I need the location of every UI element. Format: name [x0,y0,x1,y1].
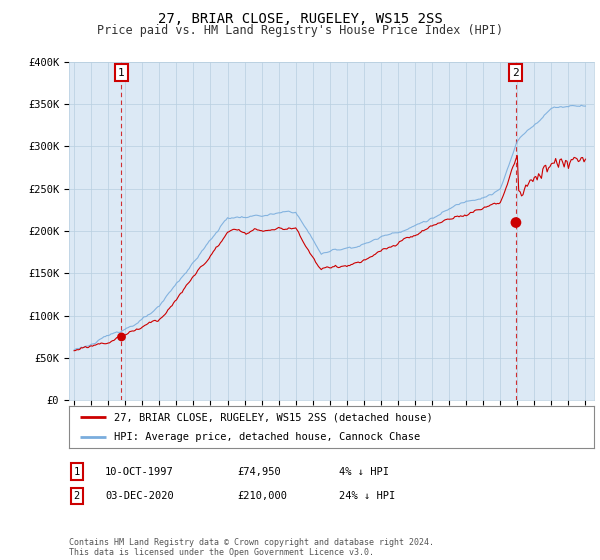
Text: £210,000: £210,000 [237,491,287,501]
Text: 4% ↓ HPI: 4% ↓ HPI [339,466,389,477]
Text: 1: 1 [118,68,125,78]
Text: 27, BRIAR CLOSE, RUGELEY, WS15 2SS (detached house): 27, BRIAR CLOSE, RUGELEY, WS15 2SS (deta… [113,412,433,422]
Text: 2: 2 [74,491,80,501]
Text: £74,950: £74,950 [237,466,281,477]
Point [116,333,126,342]
Text: 1: 1 [74,466,80,477]
Text: Contains HM Land Registry data © Crown copyright and database right 2024.
This d: Contains HM Land Registry data © Crown c… [69,538,434,557]
Text: 03-DEC-2020: 03-DEC-2020 [105,491,174,501]
Point [511,218,521,227]
Text: 10-OCT-1997: 10-OCT-1997 [105,466,174,477]
Text: 27, BRIAR CLOSE, RUGELEY, WS15 2SS: 27, BRIAR CLOSE, RUGELEY, WS15 2SS [158,12,442,26]
Text: Price paid vs. HM Land Registry's House Price Index (HPI): Price paid vs. HM Land Registry's House … [97,24,503,37]
Text: HPI: Average price, detached house, Cannock Chase: HPI: Average price, detached house, Cann… [113,432,420,442]
Text: 24% ↓ HPI: 24% ↓ HPI [339,491,395,501]
Text: 2: 2 [512,68,520,78]
